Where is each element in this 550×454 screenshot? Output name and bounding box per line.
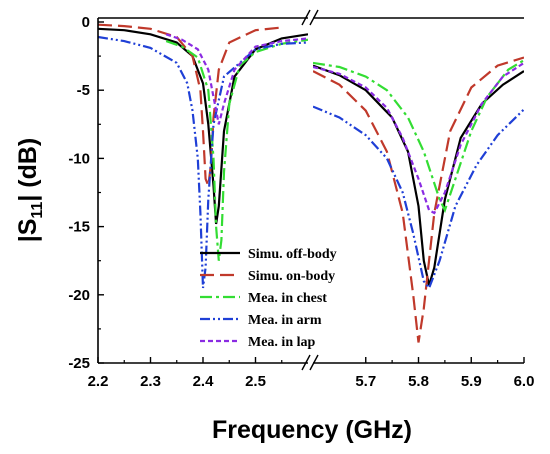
axis-break-mark xyxy=(309,354,319,371)
x-tick-label: 2.5 xyxy=(245,373,266,390)
axis-break-mark xyxy=(301,354,311,371)
x-tick-label: 5.9 xyxy=(461,373,482,390)
x-tick-label: 5.8 xyxy=(408,373,429,390)
series-line-1-band-2p4 xyxy=(98,27,308,225)
series-line-3-band-5p8 xyxy=(313,59,524,214)
x-tick-label: 2.2 xyxy=(88,373,109,390)
axes: 0 -5 -10 -15 -20 -252.2 2.3 2.4 2.5 5.7 5.8 5.9 6.0 xyxy=(68,9,535,390)
y-axis-title-tail: | (dB) xyxy=(14,138,42,202)
y-axis-title-main: |S xyxy=(14,219,42,243)
y-tick-label: -25 xyxy=(68,355,90,372)
x-tick-label: 6.0 xyxy=(514,373,535,390)
y-tick-label: -5 xyxy=(77,82,90,99)
series-line-5-band-5p8 xyxy=(313,61,524,215)
series-line-2-band-5p8 xyxy=(313,56,524,343)
y-tick-label: -10 xyxy=(68,150,90,167)
legend-label-4: Mea. in arm xyxy=(248,313,322,328)
legend-label-3: Mea. in chest xyxy=(248,291,327,306)
legend-label-1: Simu. off-body xyxy=(248,247,337,262)
series-line-3-band-2p4 xyxy=(165,38,308,261)
legend-label-2: Simu. on-body xyxy=(248,269,335,284)
x-tick-label: 2.4 xyxy=(193,373,215,390)
axis-break-mark xyxy=(309,9,319,26)
series-group xyxy=(98,23,524,343)
y-axis-title-sub: 11 xyxy=(29,202,46,219)
y-tick-label: -20 xyxy=(68,287,90,304)
series-line-4-band-5p8 xyxy=(313,105,524,291)
legend: Simu. off-body Simu. on-body Mea. in chest… xyxy=(200,247,337,350)
legend-label-5: Mea. in lap xyxy=(248,335,315,350)
axis-break-mark xyxy=(301,9,311,26)
y-axis-title: |S11| (dB) xyxy=(14,138,46,243)
y-tick-label: -15 xyxy=(68,219,90,236)
series-line-5-band-2p4 xyxy=(165,33,308,125)
x-tick-label: 2.3 xyxy=(140,373,161,390)
x-tick-label: 5.7 xyxy=(355,373,376,390)
x-axis-title: Frequency (GHz) xyxy=(212,416,412,444)
y-tick-label: 0 xyxy=(82,14,90,31)
series-line-2-band-2p4 xyxy=(98,23,282,187)
